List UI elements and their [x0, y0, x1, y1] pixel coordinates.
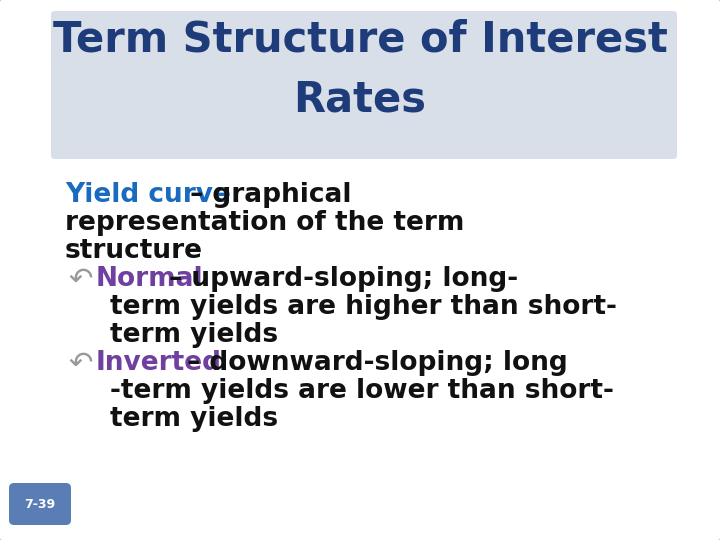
Text: Normal: Normal: [96, 266, 204, 292]
Text: Rates: Rates: [294, 79, 426, 121]
Text: term yields are higher than short-: term yields are higher than short-: [110, 294, 617, 320]
Text: structure: structure: [65, 238, 203, 264]
Text: Yield curve: Yield curve: [65, 182, 231, 208]
Text: Term Structure of Interest: Term Structure of Interest: [53, 19, 667, 61]
FancyBboxPatch shape: [51, 11, 677, 159]
Text: – upward-sloping; long-: – upward-sloping; long-: [160, 266, 518, 292]
Text: Inverted: Inverted: [96, 350, 222, 376]
Text: – downward-sloping; long: – downward-sloping; long: [178, 350, 568, 376]
FancyBboxPatch shape: [9, 483, 71, 525]
Text: – graphical: – graphical: [181, 182, 351, 208]
Text: -term yields are lower than short-: -term yields are lower than short-: [110, 378, 614, 404]
Text: 7-39: 7-39: [24, 497, 55, 510]
Text: term yields: term yields: [110, 406, 278, 432]
Text: ↶: ↶: [68, 350, 92, 378]
Text: ↶: ↶: [68, 266, 92, 294]
Text: term yields: term yields: [110, 322, 278, 348]
Text: representation of the term: representation of the term: [65, 210, 464, 236]
